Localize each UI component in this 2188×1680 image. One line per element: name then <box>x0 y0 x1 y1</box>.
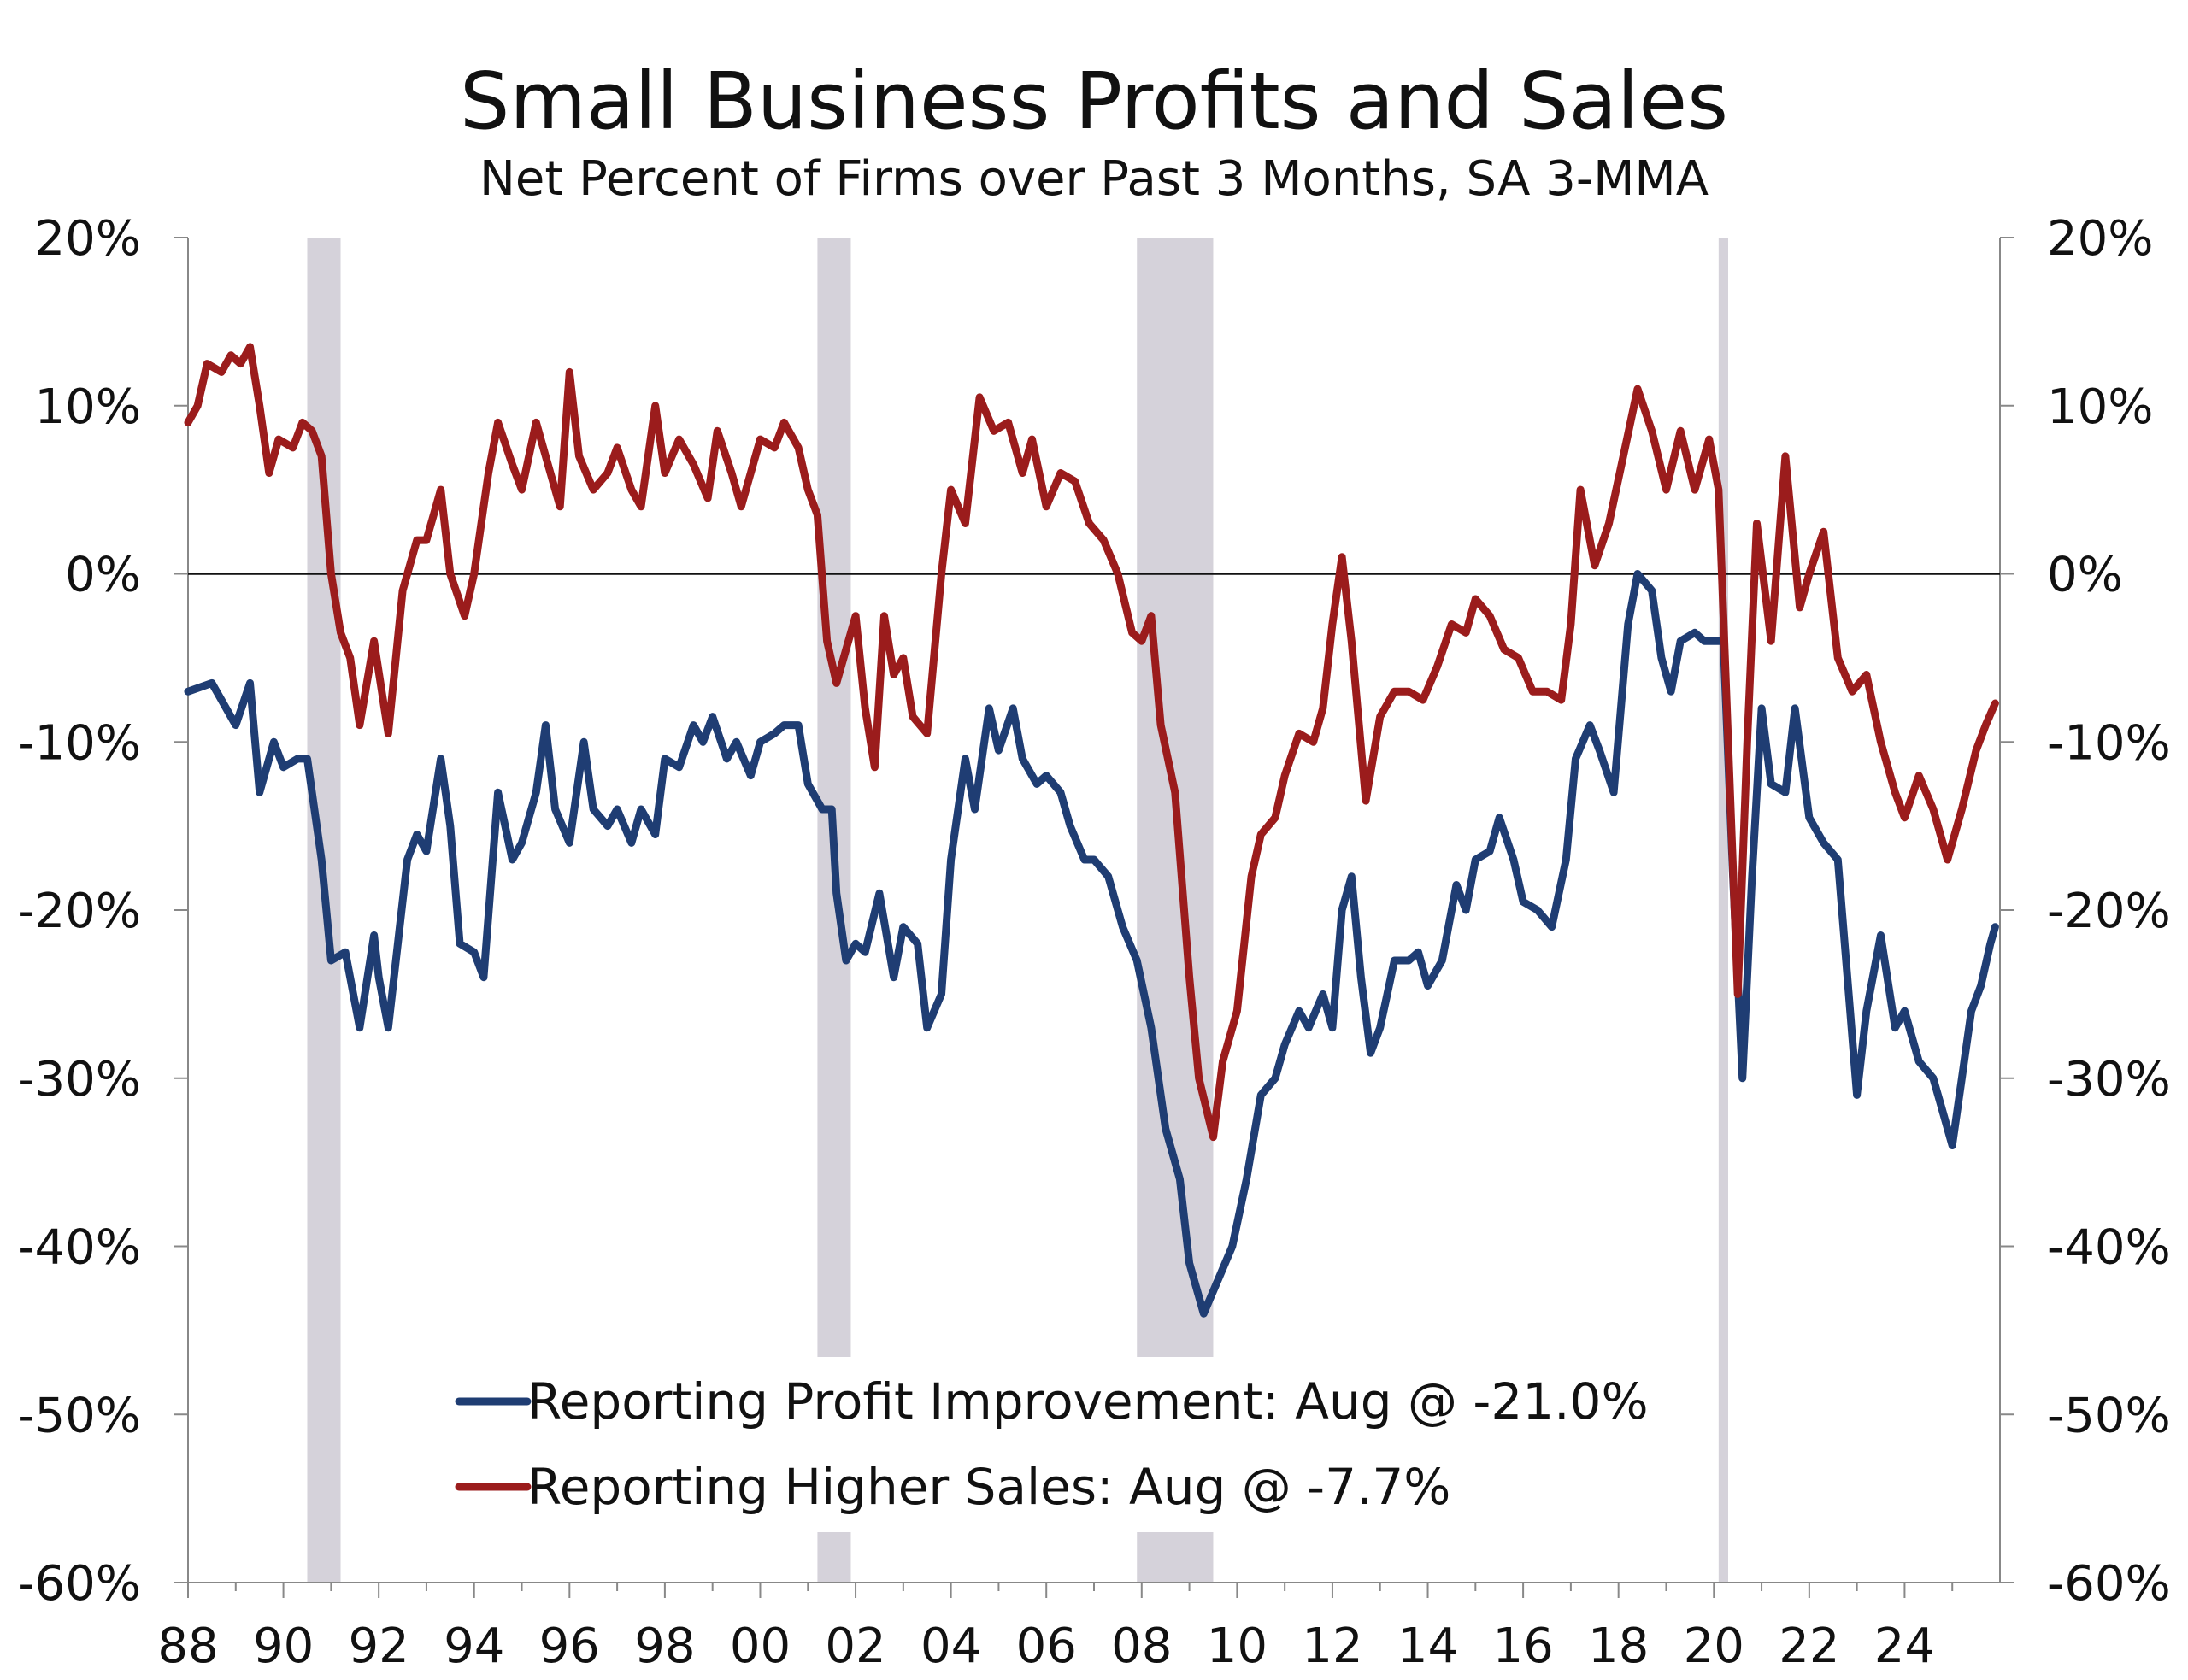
legend-box <box>449 1357 1688 1532</box>
legend-label-1: Reporting Higher Sales: Aug @ -7.7% <box>527 1458 1450 1516</box>
x-tick-label: 88 <box>157 1618 218 1674</box>
x-tick-label: 90 <box>253 1618 314 1674</box>
right-y-tick-label: -20% <box>2047 884 2171 939</box>
left-y-tick-label: -20% <box>17 884 141 939</box>
left-y-tick-label: -60% <box>17 1556 141 1612</box>
x-tick-label: 12 <box>1302 1618 1362 1674</box>
left-y-tick-label: -30% <box>17 1052 141 1107</box>
x-tick-label: 10 <box>1207 1618 1268 1674</box>
right-y-tick-label: -10% <box>2047 715 2171 771</box>
series-line-1 <box>184 343 1999 1142</box>
x-tick-label: 00 <box>730 1618 791 1674</box>
x-tick-label: 04 <box>920 1618 981 1674</box>
series-line-0 <box>184 570 1999 1318</box>
left-y-tick-label: -10% <box>17 715 141 771</box>
x-tick-label: 92 <box>349 1618 409 1674</box>
right-y-tick-label: -30% <box>2047 1052 2171 1107</box>
legend-label-0: Reporting Profit Improvement: Aug @ -21.… <box>527 1372 1649 1430</box>
series-layer <box>184 343 1999 1318</box>
left-y-tick-label: -40% <box>17 1220 141 1276</box>
chart-subtitle: Net Percent of Firms over Past 3 Months,… <box>479 151 1709 207</box>
x-tick-label: 96 <box>539 1618 600 1674</box>
x-tick-label: 16 <box>1492 1618 1553 1674</box>
left-y-tick-label: -50% <box>17 1388 141 1443</box>
x-tick-label: 98 <box>634 1618 695 1674</box>
legend: Reporting Profit Improvement: Aug @ -21.… <box>449 1357 1688 1532</box>
x-tick-label: 20 <box>1684 1618 1744 1674</box>
axis-layer: 20% 20% 10% 10% 0% 0% -10% -10% -20% -20% -30% -30%… <box>17 211 2170 1674</box>
right-y-tick-label: -50% <box>2047 1388 2171 1443</box>
x-tick-label: 08 <box>1111 1618 1172 1674</box>
right-y-tick-label: 20% <box>2047 211 2153 267</box>
x-tick-label: 22 <box>1779 1618 1839 1674</box>
x-tick-label: 06 <box>1016 1618 1077 1674</box>
x-tick-label: 14 <box>1397 1618 1458 1674</box>
right-y-tick-label: -60% <box>2047 1556 2171 1612</box>
x-tick-label: 18 <box>1588 1618 1649 1674</box>
x-tick-label: 24 <box>1874 1618 1935 1674</box>
left-y-tick-label: 10% <box>35 379 141 435</box>
right-y-tick-label: 10% <box>2047 379 2153 435</box>
recession-band-3 <box>1718 238 1728 1583</box>
chart-title: Small Business Profits and Sales <box>460 56 1728 147</box>
x-tick-label: 94 <box>444 1618 504 1674</box>
left-y-tick-label: 20% <box>35 211 141 267</box>
right-y-tick-label: 0% <box>2047 548 2123 603</box>
right-y-tick-label: -40% <box>2047 1220 2171 1276</box>
left-y-tick-label: 0% <box>65 548 141 603</box>
x-tick-label: 02 <box>825 1618 885 1674</box>
